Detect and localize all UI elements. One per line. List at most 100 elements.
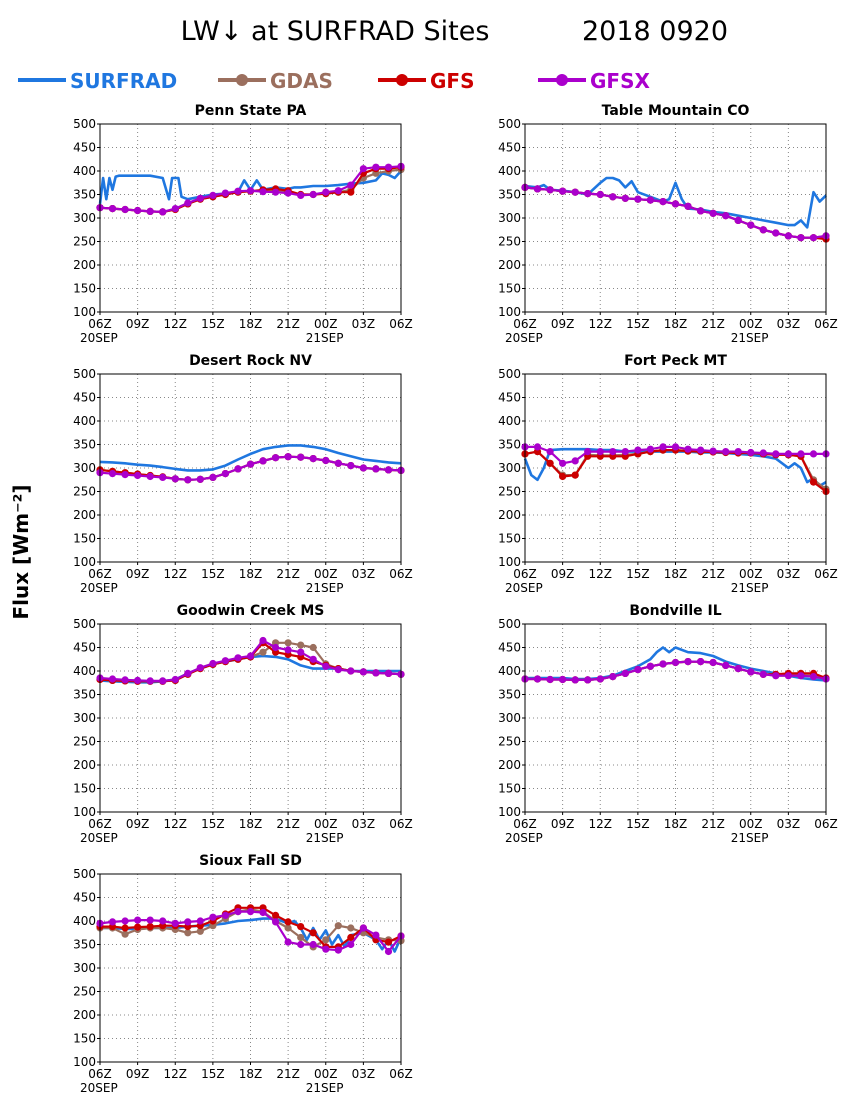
x-tick-label: 06Z (88, 317, 112, 331)
x-tick-label: 03Z (777, 567, 801, 581)
data-point (784, 450, 793, 458)
panel-title: Bondville IL (629, 603, 721, 619)
data-point (347, 667, 355, 675)
data-point (671, 443, 680, 451)
y-tick-label: 300 (498, 461, 521, 475)
data-point (671, 200, 680, 208)
data-point (533, 443, 542, 451)
x-tick-label: 03Z (352, 567, 376, 581)
data-point (571, 676, 579, 684)
data-point (297, 191, 305, 199)
data-point (759, 226, 767, 234)
data-point (621, 448, 629, 456)
data-point (347, 924, 355, 932)
data-point (634, 446, 642, 454)
panel-title: Penn State PA (195, 103, 307, 119)
y-tick-label: 350 (498, 688, 521, 702)
legend-label: GDAS (270, 69, 333, 93)
data-point (309, 455, 317, 463)
x-tick-label: 09Z (126, 567, 150, 581)
data-point (221, 911, 229, 920)
y-tick-label: 500 (498, 117, 521, 131)
x-tick-label: 09Z (551, 317, 575, 331)
data-point (759, 670, 767, 678)
x-tick-label: 12Z (589, 567, 613, 581)
data-point (246, 187, 255, 195)
x-tick-label: 00Z (314, 1067, 338, 1081)
data-point (171, 475, 179, 483)
y-tick-label: 250 (498, 235, 521, 249)
series-gfsx (96, 908, 405, 956)
data-point (533, 185, 542, 193)
y-tick-label: 150 (73, 532, 96, 546)
y-tick-label: 400 (498, 414, 521, 428)
x-date-label: 21SEP (306, 831, 344, 845)
data-point (659, 198, 667, 206)
x-tick-label: 06Z (389, 1067, 413, 1081)
plot-frame (99, 873, 402, 1063)
y-tick-label: 400 (73, 914, 96, 928)
x-tick-label: 06Z (88, 817, 112, 831)
data-point (196, 664, 204, 672)
x-tick-label: 03Z (777, 817, 801, 831)
data-point (297, 923, 305, 931)
data-point (322, 945, 330, 953)
y-tick-label: 200 (73, 1008, 96, 1022)
data-point (747, 448, 755, 457)
data-point (209, 191, 217, 199)
y-tick-label: 400 (73, 414, 96, 428)
data-point (334, 459, 342, 467)
x-tick-label: 15Z (626, 317, 650, 331)
x-tick-label: 03Z (352, 317, 376, 331)
y-tick-label: 450 (498, 141, 521, 155)
x-tick-label: 21Z (701, 817, 725, 831)
data-point (659, 660, 667, 668)
y-tick-label: 350 (73, 188, 96, 202)
y-tick-label: 250 (498, 735, 521, 749)
data-point (759, 449, 767, 457)
data-point (697, 207, 705, 215)
data-point (584, 448, 592, 456)
data-point (108, 205, 117, 213)
x-tick-label: 15Z (201, 567, 225, 581)
legend-item-surfrad: SURFRAD (18, 69, 177, 93)
y-tick-label: 100 (498, 805, 521, 819)
series-line (99, 444, 402, 472)
data-point (234, 908, 242, 916)
x-date-label: 20SEP (80, 331, 118, 345)
data-point (584, 190, 592, 198)
series-gdas (96, 639, 405, 685)
legend-item-gfsx: GFSX (538, 69, 650, 93)
data-point (121, 930, 129, 938)
grid (100, 624, 401, 812)
x-tick-label: 06Z (88, 1067, 112, 1081)
data-point (259, 648, 267, 656)
x-date-label: 21SEP (306, 581, 344, 595)
data-point (384, 947, 393, 956)
data-point (709, 209, 717, 217)
x-tick-label: 15Z (626, 817, 650, 831)
data-point (334, 666, 342, 674)
panel-table-mountain-co: Table Mountain CO 100 150 200 250 300 350 400 45… (498, 103, 838, 345)
x-tick-label: 00Z (314, 817, 338, 831)
data-point (684, 445, 692, 453)
data-point (284, 918, 292, 926)
data-point (546, 448, 554, 456)
legend-marker (236, 74, 248, 86)
data-point (146, 677, 154, 685)
y-tick-label: 400 (498, 164, 521, 178)
data-point (221, 470, 229, 478)
data-point (646, 196, 655, 204)
plot-frame (99, 373, 402, 563)
data-point (533, 675, 542, 683)
data-point (797, 672, 805, 680)
data-point (309, 940, 317, 949)
panel-penn-state-pa: Penn State PA 100 150 200 250 300 350 400 450 500… (73, 103, 413, 345)
data-point (108, 675, 117, 683)
data-point (747, 668, 755, 676)
x-tick-label: 15Z (201, 317, 225, 331)
data-point (184, 918, 192, 926)
data-point (234, 187, 242, 195)
y-tick-label: 300 (498, 711, 521, 725)
